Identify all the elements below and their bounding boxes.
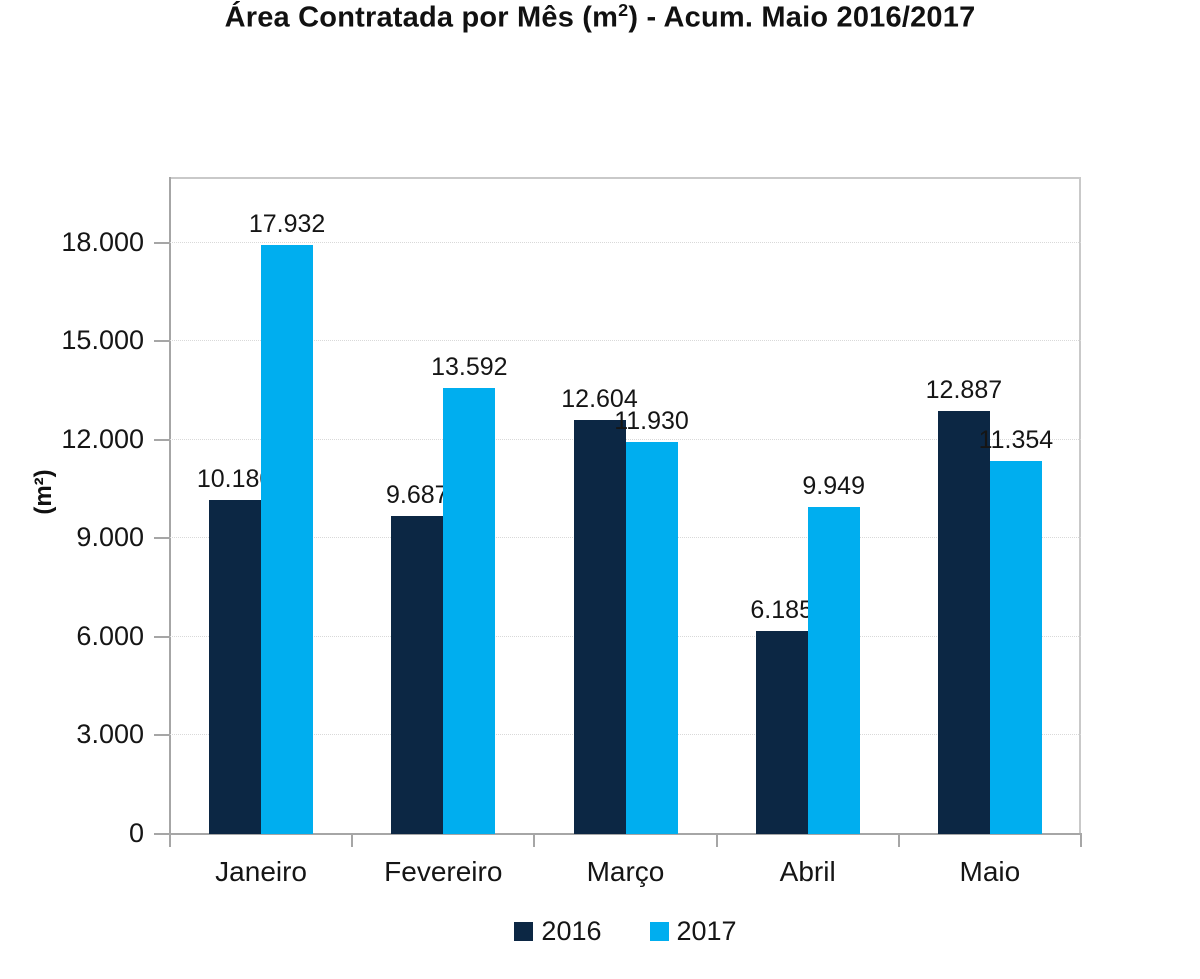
- y-axis-tick-6.000: [154, 635, 170, 638]
- gridline-15.000: [170, 340, 1081, 342]
- x-axis-tick: [715, 834, 718, 847]
- y-axis-tick-9.000: [154, 537, 170, 540]
- x-axis-label-janeiro: Janeiro: [215, 856, 308, 887]
- bar-2017-abril: [807, 507, 860, 834]
- x-axis-tick: [533, 834, 536, 847]
- legend-label-2017: 2017: [676, 916, 737, 946]
- legend-swatch-2017: [649, 922, 669, 941]
- bar-2016-janeiro: [209, 499, 262, 834]
- bar-value-label-2016-abril: 6.185: [750, 595, 813, 624]
- y-axis-tick-0: [154, 833, 170, 835]
- bar-value-label-2017-abril: 9.949: [802, 472, 865, 501]
- bar-2016-fevereiro: [391, 515, 444, 834]
- bar-value-label-2016-maio: 12.887: [925, 375, 1003, 404]
- legend-item-2017: 2017: [649, 916, 737, 947]
- legend-label-2016: 2016: [541, 916, 602, 946]
- bar-2017-janeiro: [261, 244, 314, 834]
- bar-value-label-2016-janeiro: 10.180: [196, 464, 274, 493]
- plot-border-top: [170, 177, 1081, 179]
- x-axis-tick: [897, 834, 900, 847]
- gridline-12.000: [170, 438, 1081, 440]
- bar-2016-abril: [755, 630, 808, 834]
- legend-item-2016: 2016: [514, 916, 602, 947]
- bar-value-label-2017-fevereiro: 13.592: [431, 352, 508, 381]
- y-axis-tick-label: 12.000: [61, 423, 144, 454]
- y-axis-tick-18.000: [154, 241, 170, 244]
- bar-2016-março: [573, 419, 626, 834]
- y-axis-tick-12.000: [154, 438, 170, 441]
- gridline-18.000: [170, 241, 1081, 243]
- y-axis-tick-15.000: [154, 340, 170, 343]
- y-axis-tick-label: 0: [128, 818, 144, 848]
- y-axis-tick-3.000: [154, 734, 170, 737]
- x-axis-label-maio: Maio: [959, 856, 1021, 887]
- y-axis-tick-label: 6.000: [76, 620, 144, 651]
- y-axis-tick-label: 9.000: [76, 522, 144, 553]
- plot-area: 10.180 17.932 9.687 13.592 12.604 11.930 6.185…: [169, 177, 1082, 835]
- bar-2017-maio: [989, 461, 1042, 834]
- y-axis-tick-label: 3.000: [76, 719, 144, 750]
- bar-2017-março: [625, 442, 678, 834]
- x-axis-label-fevereiro: Fevereiro: [384, 856, 503, 887]
- x-axis-tick: [1080, 834, 1082, 847]
- x-axis-label-abril: Abril: [779, 856, 836, 887]
- x-axis-tick: [169, 834, 171, 847]
- bar-value-label-2017-janeiro: 17.932: [248, 209, 326, 238]
- y-axis-title: (m²): [30, 469, 57, 515]
- x-axis-tick: [351, 834, 354, 847]
- bar-value-label-2016-fevereiro: 9.687: [386, 480, 449, 509]
- bar-2016-maio: [937, 410, 990, 834]
- y-axis-tick-label: 15.000: [61, 325, 144, 356]
- legend-swatch-2016: [514, 922, 534, 941]
- plot-border-right: [1079, 177, 1081, 834]
- x-axis-label-março: Março: [586, 856, 665, 887]
- chart-title-text-after: ) - Acum. Maio 2016/2017: [628, 1, 976, 34]
- bar-value-label-2017-março: 11.930: [614, 407, 689, 436]
- bar-2017-fevereiro: [443, 387, 496, 834]
- bar-value-label-2016-março: 12.604: [561, 384, 638, 413]
- x-axis-line: [169, 833, 1082, 835]
- y-axis-line: [169, 177, 171, 834]
- chart-title-text: Área Contratada por Mês (m: [224, 1, 619, 34]
- legend: 2016 2017: [170, 916, 1081, 947]
- y-axis-tick-label: 18.000: [61, 226, 144, 257]
- chart-title-superscript: 2: [618, 0, 629, 20]
- bar-value-label-2017-maio: 11.354: [978, 426, 1054, 455]
- chart-title: Área Contratada por Mês (m2) - Acum. Mai…: [0, 0, 1200, 35]
